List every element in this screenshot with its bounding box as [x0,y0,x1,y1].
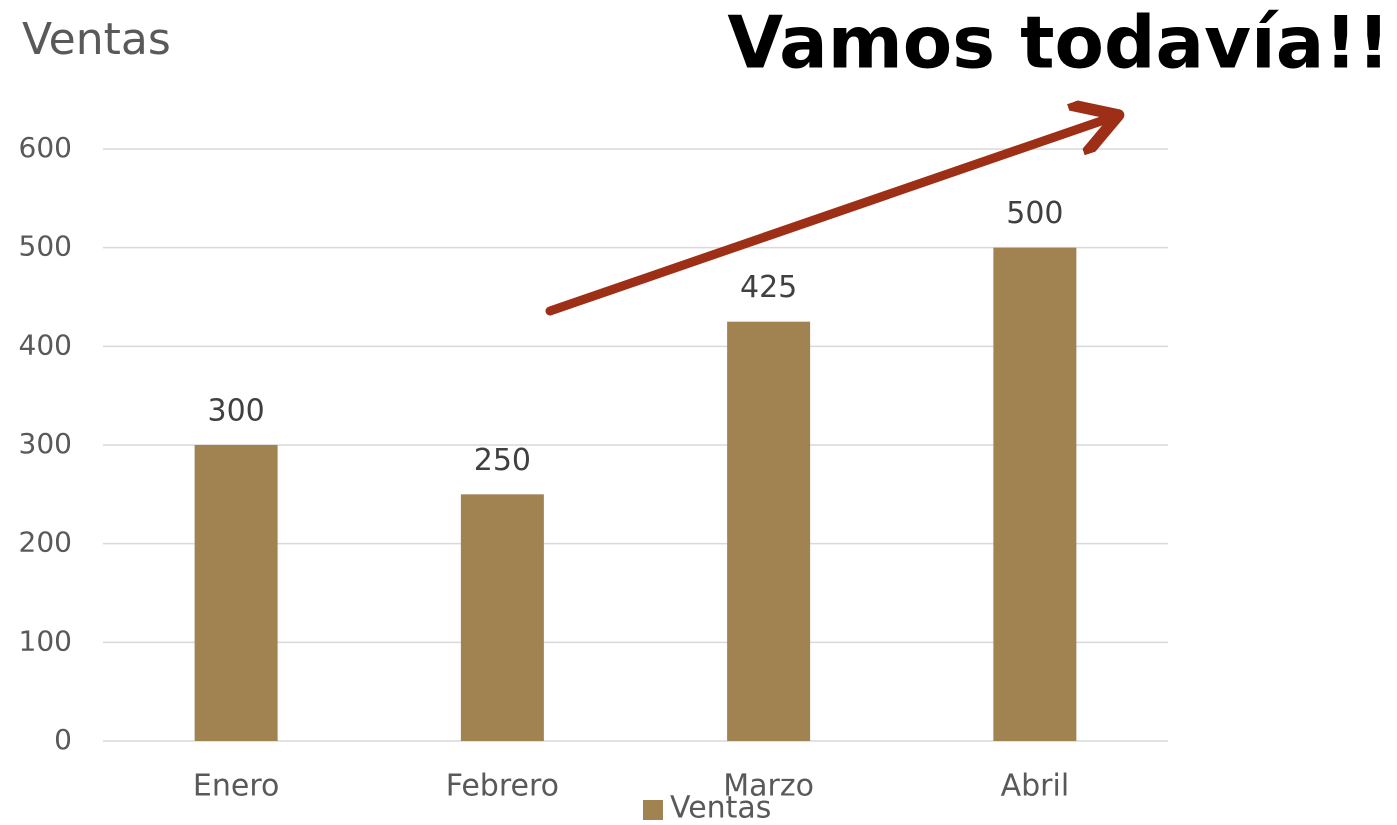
data-label: 250 [474,443,531,478]
y-tick-label: 600 [19,131,72,164]
x-tick-label: Abril [1001,769,1070,804]
y-tick-label: 500 [19,230,72,263]
x-tick-label: Febrero [446,769,559,804]
y-tick-label: 300 [19,427,72,460]
legend-swatch [643,800,663,820]
annotation: Vamos todavía!! [727,1,1390,85]
bar [727,321,811,741]
plot-area: 0 100 200 300 400 500 600 Enero Febrero Marzo Abri… [19,131,1168,825]
y-tick-label: 200 [19,526,72,559]
bar [194,445,278,741]
trend-arrow [545,118,1110,316]
bar [460,494,544,741]
y-tick-label: 0 [54,723,72,756]
x-tick-label: Enero [193,769,279,804]
y-tick-label: 400 [19,328,72,361]
data-label: 500 [1006,196,1063,231]
data-label: 300 [207,394,264,429]
legend-label: Ventas [670,791,771,825]
bar [993,247,1077,741]
y-tick-label: 100 [19,624,72,657]
x-tick-label: Marzo [723,769,814,804]
data-label: 425 [740,270,797,305]
chart-title: Ventas [22,14,171,65]
